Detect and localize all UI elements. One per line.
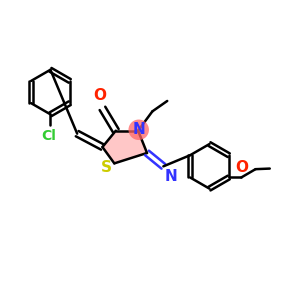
Text: S: S bbox=[100, 160, 112, 175]
Text: O: O bbox=[235, 160, 248, 175]
Text: Cl: Cl bbox=[41, 129, 56, 143]
Text: N: N bbox=[132, 122, 145, 137]
Text: N: N bbox=[165, 169, 178, 184]
Text: O: O bbox=[93, 88, 106, 103]
Polygon shape bbox=[102, 131, 147, 164]
